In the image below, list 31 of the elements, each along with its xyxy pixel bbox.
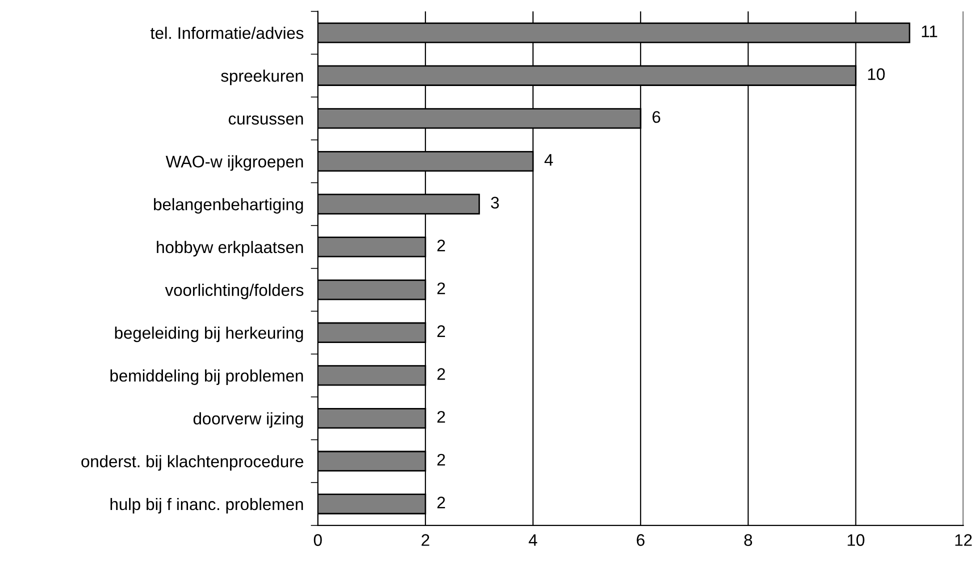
- x-tick-label: 6: [636, 534, 644, 546]
- y-tick-label: spreekuren: [221, 70, 303, 86]
- data-label: 4: [544, 154, 553, 166]
- data-label: 2: [437, 240, 445, 252]
- y-tick-label: bemiddeling bij problemen: [110, 369, 303, 385]
- data-label: 6: [652, 111, 660, 123]
- y-tick-label: begeleiding bij herkeuring: [115, 326, 303, 342]
- x-tick-label: 0: [314, 534, 322, 546]
- y-tick-label: WAO-w ijkgroepen: [166, 155, 303, 171]
- y-tick-label: tel. Informatie/advies: [150, 26, 304, 39]
- x-tick-label: 10: [848, 534, 864, 546]
- x-tick-label: 12: [955, 534, 972, 546]
- data-label: 2: [437, 454, 445, 466]
- data-label: 2: [437, 368, 445, 380]
- data-label: 10: [868, 68, 885, 80]
- data-label: 2: [437, 496, 445, 508]
- y-tick-label: hulp bij f inanc. problemen: [110, 498, 303, 514]
- y-tick-label: doorverw ijzing: [194, 412, 303, 428]
- y-tick-label: cursussen: [228, 116, 303, 125]
- y-tick-label: voorlichting/folders: [165, 284, 304, 300]
- data-label: 2: [437, 410, 445, 423]
- data-label: 2: [437, 282, 445, 294]
- data-label: 11: [922, 26, 938, 38]
- data-label: 2: [437, 325, 445, 337]
- y-tick-label: hobbyw erkplaatsen: [156, 240, 303, 256]
- x-tick-label: 2: [422, 534, 430, 546]
- y-tick-label: onderst. bij klachtenprocedure: [81, 455, 304, 471]
- data-label: 3: [490, 196, 499, 209]
- y-tick-label: belangenbehartiging: [154, 198, 303, 214]
- x-tick-label: 4: [528, 534, 538, 546]
- x-tick-label: 8: [744, 534, 752, 546]
